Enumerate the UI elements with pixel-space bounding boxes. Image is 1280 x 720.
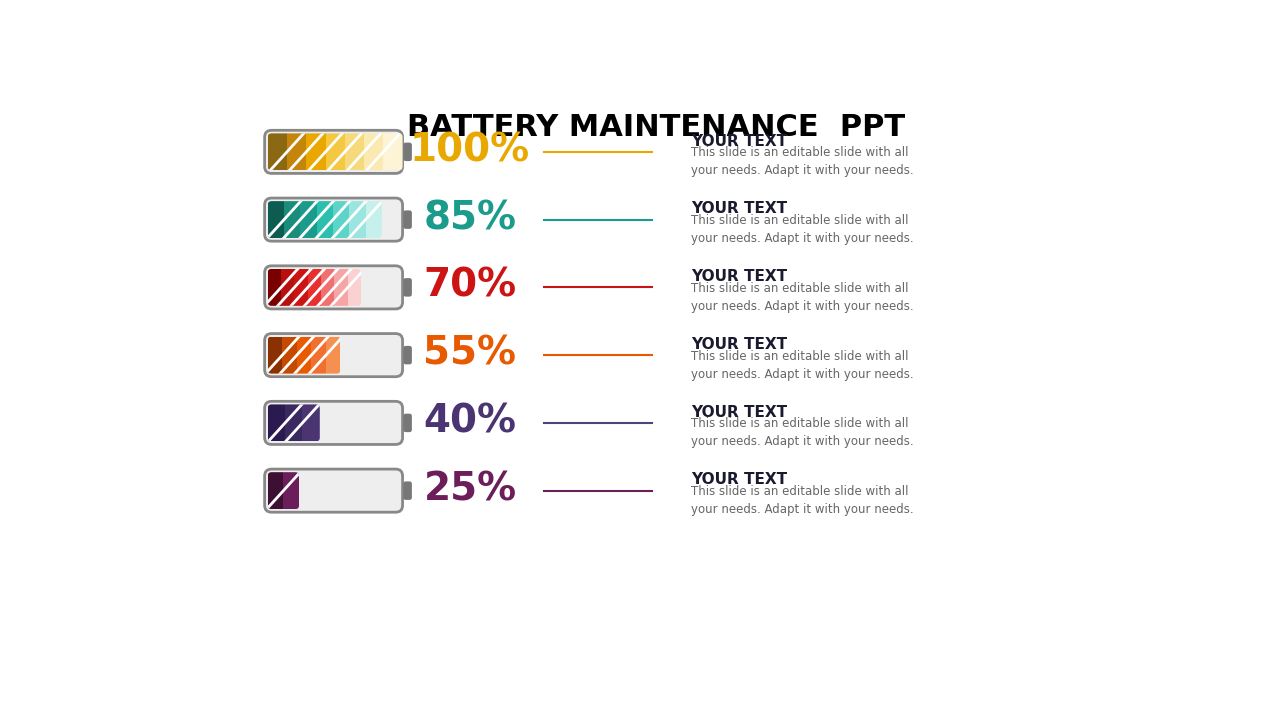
Polygon shape — [268, 472, 283, 509]
Polygon shape — [302, 405, 320, 441]
Text: This slide is an editable slide with all
your needs. Adapt it with your needs.: This slide is an editable slide with all… — [691, 485, 914, 516]
Polygon shape — [282, 269, 294, 306]
Polygon shape — [333, 201, 349, 238]
Text: YOUR TEXT: YOUR TEXT — [691, 269, 787, 284]
Text: This slide is an editable slide with all
your needs. Adapt it with your needs.: This slide is an editable slide with all… — [691, 350, 914, 381]
Text: 70%: 70% — [424, 267, 517, 305]
FancyBboxPatch shape — [403, 414, 412, 432]
Polygon shape — [364, 133, 383, 171]
Polygon shape — [268, 201, 284, 238]
Polygon shape — [283, 472, 300, 509]
Polygon shape — [316, 201, 333, 238]
FancyBboxPatch shape — [403, 482, 412, 500]
Text: YOUR TEXT: YOUR TEXT — [691, 405, 787, 420]
Polygon shape — [287, 133, 306, 171]
Polygon shape — [326, 337, 340, 374]
Text: YOUR TEXT: YOUR TEXT — [691, 134, 787, 148]
Text: 100%: 100% — [410, 131, 530, 169]
Text: YOUR TEXT: YOUR TEXT — [691, 472, 787, 487]
FancyBboxPatch shape — [265, 198, 403, 241]
Polygon shape — [383, 133, 403, 171]
Text: YOUR TEXT: YOUR TEXT — [691, 337, 787, 352]
Polygon shape — [366, 201, 381, 238]
Polygon shape — [306, 133, 325, 171]
Polygon shape — [349, 201, 366, 238]
Polygon shape — [268, 405, 285, 441]
FancyBboxPatch shape — [403, 143, 412, 161]
Text: 40%: 40% — [424, 402, 517, 441]
Polygon shape — [348, 269, 361, 306]
Text: BATTERY MAINTENANCE  PPT: BATTERY MAINTENANCE PPT — [407, 113, 905, 143]
Polygon shape — [297, 337, 311, 374]
FancyBboxPatch shape — [403, 278, 412, 297]
Text: This slide is an editable slide with all
your needs. Adapt it with your needs.: This slide is an editable slide with all… — [691, 146, 914, 177]
Polygon shape — [301, 201, 316, 238]
Polygon shape — [307, 269, 321, 306]
FancyBboxPatch shape — [265, 333, 403, 377]
Polygon shape — [268, 269, 282, 306]
Polygon shape — [344, 133, 364, 171]
Text: This slide is an editable slide with all
your needs. Adapt it with your needs.: This slide is an editable slide with all… — [691, 282, 914, 313]
FancyBboxPatch shape — [403, 210, 412, 229]
Polygon shape — [294, 269, 307, 306]
FancyBboxPatch shape — [265, 266, 403, 309]
Text: 55%: 55% — [424, 335, 517, 372]
Polygon shape — [321, 269, 334, 306]
Text: This slide is an editable slide with all
your needs. Adapt it with your needs.: This slide is an editable slide with all… — [691, 214, 914, 245]
Polygon shape — [285, 405, 302, 441]
Text: This slide is an editable slide with all
your needs. Adapt it with your needs.: This slide is an editable slide with all… — [691, 418, 914, 449]
Polygon shape — [284, 201, 301, 238]
Polygon shape — [268, 337, 283, 374]
Text: 25%: 25% — [424, 470, 517, 508]
FancyBboxPatch shape — [265, 401, 403, 444]
Polygon shape — [283, 337, 297, 374]
FancyBboxPatch shape — [265, 469, 403, 512]
Polygon shape — [311, 337, 326, 374]
FancyBboxPatch shape — [265, 130, 403, 174]
Polygon shape — [268, 133, 287, 171]
Polygon shape — [334, 269, 348, 306]
Text: YOUR TEXT: YOUR TEXT — [691, 202, 787, 216]
Text: 85%: 85% — [424, 199, 517, 237]
FancyBboxPatch shape — [403, 346, 412, 364]
Polygon shape — [325, 133, 344, 171]
